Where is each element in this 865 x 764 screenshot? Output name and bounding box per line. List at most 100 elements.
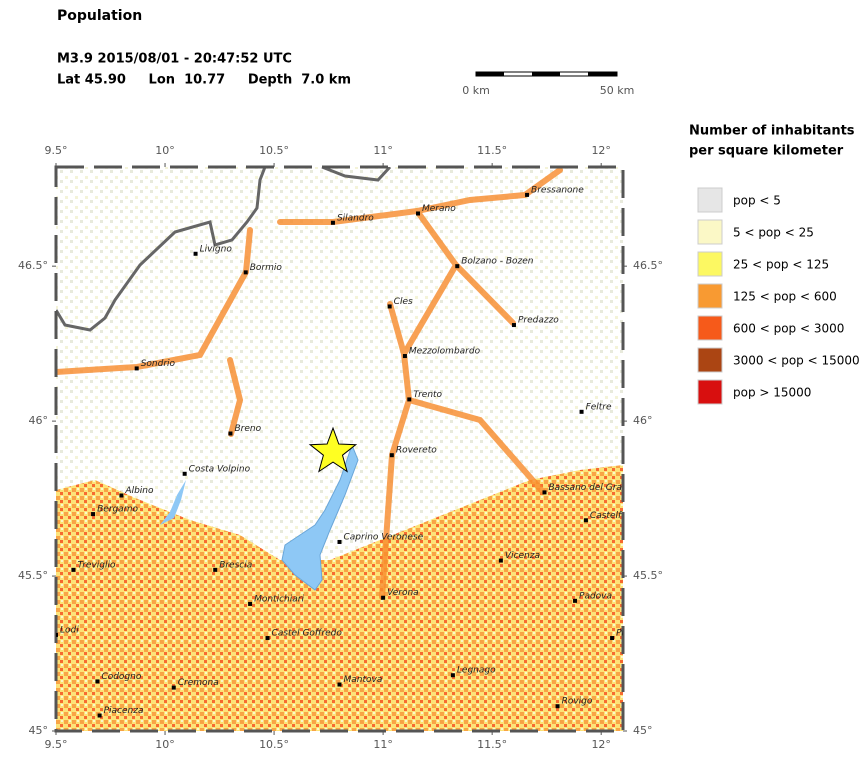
city-label: Merano (422, 204, 456, 214)
legend-title: Number of inhabitants (689, 124, 855, 139)
city-label: Bolzano - Bozen (461, 257, 534, 267)
legend-swatch (697, 347, 723, 373)
city-marker (330, 220, 335, 225)
legend: Number of inhabitants per square kilomet… (689, 124, 860, 405)
city-marker (450, 673, 455, 678)
city-label: Costa Volpino (189, 464, 251, 474)
city-label: Vicenza (505, 551, 540, 561)
legend-swatch (697, 379, 723, 405)
city-marker (498, 558, 503, 563)
city-marker (193, 251, 198, 256)
city-marker (416, 211, 421, 216)
lon-tick-label: 9.5° (45, 144, 68, 157)
city-marker (243, 270, 248, 275)
city-label: Mezzolombardo (409, 347, 481, 357)
city-marker (407, 397, 412, 402)
scale-label: 0 km (462, 84, 490, 97)
city-marker (213, 567, 218, 572)
city-marker (610, 636, 615, 641)
scale-bar: 0 km 50 km (462, 71, 635, 97)
lat-tick-label: 46° (29, 414, 49, 427)
city-marker (387, 304, 392, 309)
event: M3.9 2015/08/01 - 20:47:52 UTC (57, 52, 292, 67)
city-label: Brescia (219, 560, 252, 570)
city-marker (265, 636, 270, 641)
lat-tick-label: 45° (633, 724, 653, 737)
lon-tick-label: 11° (373, 144, 393, 157)
city-marker (455, 264, 460, 269)
city-marker (511, 323, 516, 328)
city-label: Lodi (60, 625, 79, 635)
city-label: Piacenza (104, 706, 144, 716)
scale-label: 50 km (600, 84, 635, 97)
legend-swatch (697, 251, 723, 277)
legend-label: 125 < pop < 600 (733, 290, 837, 304)
city-marker (171, 685, 176, 690)
city-label: Silandro (337, 213, 374, 223)
city-label: Codogno (101, 672, 141, 682)
city-label: Cremona (178, 678, 219, 688)
city-marker (389, 453, 394, 458)
lat-tick-label: 46° (633, 414, 653, 427)
lat-tick-label: 45° (29, 724, 49, 737)
map-frame (54, 165, 625, 733)
city-label: Bergamo (97, 505, 138, 515)
city-marker (583, 518, 588, 523)
city-label: Rovereto (396, 446, 437, 456)
city-marker (542, 490, 547, 495)
city-label: Mantova (344, 675, 383, 685)
city-marker (402, 354, 407, 359)
city-marker (525, 192, 530, 197)
lon-tick-label: 10.5° (259, 738, 289, 751)
legend-label: pop < 5 (733, 194, 781, 208)
city-label: Castelf (590, 511, 623, 521)
city-marker (97, 713, 102, 718)
city-label: Sondrio (141, 359, 176, 369)
city-label: Caprino Veronese (344, 532, 424, 542)
lat-tick-label: 45.5° (633, 569, 663, 582)
location: Lat 45.90 Lon 10.77 Depth 7.0 km (57, 73, 351, 88)
city-label: Feltre (586, 402, 612, 412)
lat-tick-label: 46.5° (633, 259, 663, 272)
lon-tick-label: 11.5° (477, 738, 507, 751)
legend-swatch (697, 187, 723, 213)
city-marker (182, 471, 187, 476)
lon-tick-label: 10.5° (259, 144, 289, 157)
city-marker (228, 431, 233, 436)
city-label: Rovigo (562, 697, 593, 707)
city-marker (91, 512, 96, 517)
legend-label: pop > 15000 (733, 386, 811, 400)
city-label: Padova (579, 591, 612, 601)
city-marker (337, 539, 342, 544)
city-marker (71, 567, 76, 572)
lon-tick-label: 10° (155, 738, 175, 751)
legend-swatch (697, 315, 723, 341)
city-label: Bressanone (531, 185, 584, 195)
lon-tick-label: 11° (373, 738, 393, 751)
lon-tick-label: 12° (591, 144, 611, 157)
city-marker (248, 601, 253, 606)
city-label: Breno (234, 424, 261, 434)
city-marker (56, 632, 58, 637)
city-label: Trento (413, 390, 442, 400)
city-marker (381, 595, 386, 600)
city-label: Montichiari (254, 594, 304, 604)
city-marker (119, 493, 124, 498)
city-label: Bassano del Gra (548, 483, 621, 493)
city-label: Verona (387, 588, 419, 598)
epicenter-star (308, 426, 358, 473)
legend-swatch (697, 219, 723, 245)
city-label: Predazzo (518, 316, 559, 326)
city-marker (555, 704, 560, 709)
city-label: Cles (394, 297, 413, 307)
legend-label: 600 < pop < 3000 (733, 322, 844, 336)
legend-label: 5 < pop < 25 (733, 226, 814, 240)
legend-swatch (697, 283, 723, 309)
city-label: Bormio (250, 263, 283, 273)
city-label: Castel Goffredo (272, 629, 343, 639)
city-marker (579, 409, 584, 414)
city-label: Legnago (457, 666, 496, 676)
lat-tick-label: 46.5° (18, 259, 48, 272)
city-marker (134, 366, 139, 371)
